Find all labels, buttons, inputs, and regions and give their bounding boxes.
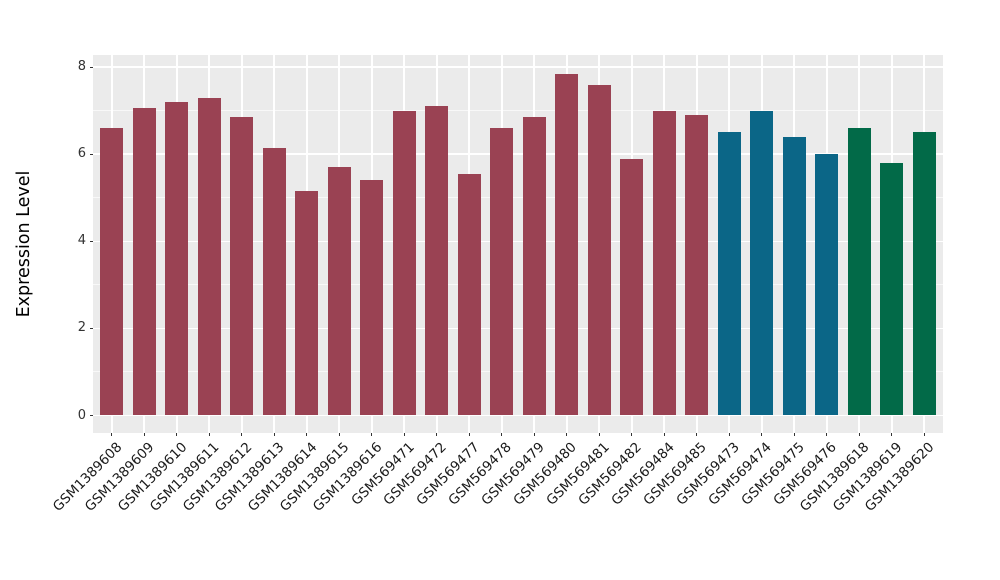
- y-tick-label: 8: [77, 59, 86, 75]
- x-tick: [501, 433, 503, 436]
- bar-GSM1389619: [880, 162, 904, 416]
- x-tick: [176, 433, 178, 436]
- x-tick: [208, 433, 210, 436]
- bar-GSM569475: [782, 136, 806, 416]
- x-tick: [696, 433, 698, 436]
- bar-GSM1389612: [230, 117, 254, 416]
- bar-GSM569484: [652, 110, 676, 416]
- gridline-minor-horizontal: [93, 197, 943, 199]
- x-tick: [468, 433, 470, 436]
- bar-GSM1389611: [197, 97, 221, 416]
- bar-GSM569478: [490, 128, 514, 416]
- y-tick-label: 4: [77, 233, 86, 249]
- gridline-major-horizontal: [93, 240, 943, 243]
- gridline-major-horizontal: [93, 414, 943, 417]
- x-tick: [598, 433, 600, 436]
- x-tick: [858, 433, 860, 436]
- y-tick: [90, 240, 93, 242]
- bar-GSM569485: [685, 115, 709, 416]
- x-tick: [761, 433, 763, 436]
- x-tick: [663, 433, 665, 436]
- bar-GSM1389608: [100, 128, 124, 416]
- plot-panel: [93, 55, 943, 433]
- y-tick-label: 6: [77, 146, 86, 162]
- gridline-minor-horizontal: [93, 371, 943, 373]
- bar-GSM1389613: [262, 147, 286, 416]
- bar-GSM569471: [392, 110, 416, 416]
- y-tick-label: 0: [77, 407, 86, 423]
- bar-GSM569474: [750, 110, 774, 416]
- bar-GSM569482: [620, 158, 644, 416]
- x-tick: [826, 433, 828, 436]
- x-tick: [403, 433, 405, 436]
- gridline-major-horizontal: [93, 327, 943, 330]
- x-tick: [793, 433, 795, 436]
- x-tick: [566, 433, 568, 436]
- bar-GSM1389614: [295, 191, 319, 416]
- x-tick: [533, 433, 535, 436]
- x-tick: [338, 433, 340, 436]
- bar-GSM1389618: [847, 128, 871, 416]
- y-tick: [90, 327, 93, 329]
- x-tick: [111, 433, 113, 436]
- y-tick: [90, 153, 93, 155]
- bar-GSM569479: [522, 117, 546, 416]
- gridline-major-horizontal: [93, 66, 943, 68]
- bar-GSM569476: [815, 154, 839, 416]
- bar-GSM1389615: [327, 167, 351, 416]
- bar-GSM569473: [717, 132, 741, 416]
- bar-GSM1389609: [132, 108, 156, 416]
- gridline-minor-horizontal: [93, 284, 943, 286]
- y-tick: [90, 414, 93, 417]
- x-tick: [306, 433, 308, 436]
- x-tick: [371, 433, 373, 436]
- bar-GSM569481: [587, 84, 611, 416]
- bar-GSM569480: [555, 73, 579, 416]
- x-tick: [923, 433, 925, 436]
- bar-GSM1389610: [165, 101, 189, 416]
- x-tick: [241, 433, 243, 436]
- x-tick: [436, 433, 438, 436]
- x-tick: [631, 433, 633, 436]
- x-tick: [728, 433, 730, 436]
- bar-GSM1389620: [912, 132, 936, 416]
- gridline-minor-horizontal: [93, 110, 943, 112]
- y-tick: [90, 66, 93, 68]
- bar-GSM569472: [425, 106, 449, 416]
- y-tick-label: 2: [77, 320, 86, 336]
- x-tick: [273, 433, 275, 436]
- x-tick: [143, 433, 145, 436]
- bar-GSM1389616: [360, 180, 384, 416]
- gridline-major-horizontal: [93, 153, 943, 155]
- bar-GSM569477: [457, 173, 481, 416]
- x-tick: [891, 433, 893, 436]
